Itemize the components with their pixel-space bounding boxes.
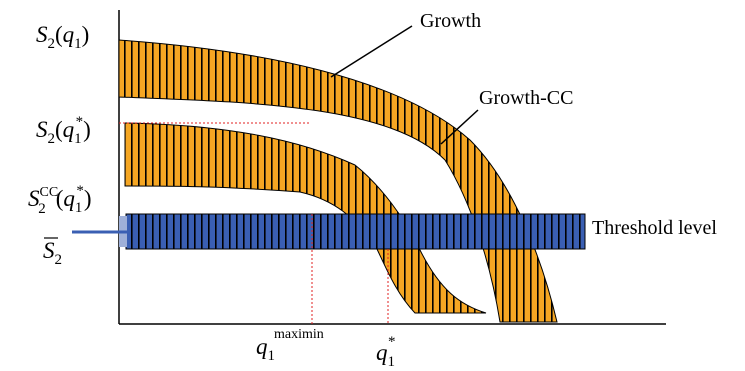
threshold-band: [125, 213, 586, 250]
growth-label: Growth: [420, 10, 481, 32]
svg-text:S2: S2: [43, 238, 62, 268]
q1-maximin-label: q1maximin: [256, 327, 324, 364]
guide-lines: [119, 122, 389, 324]
growth-cc-label: Growth-CC: [479, 87, 573, 109]
growth-pointer: [330, 25, 413, 78]
s2-bar-label: S2: [43, 237, 62, 268]
s2cc-q1-star-label: SCC 2 (q1*): [28, 183, 92, 217]
q1-star-label: q1*: [376, 334, 396, 370]
growth-cc-band: [124, 122, 487, 314]
growth-cc-pointer: [440, 109, 479, 145]
growth-band: [118, 39, 558, 323]
s2-q1-label: S2(q1): [36, 22, 89, 52]
threshold-level-label: Threshold level: [592, 217, 717, 239]
s2-q1-star-label: S2(q1*): [36, 114, 91, 147]
